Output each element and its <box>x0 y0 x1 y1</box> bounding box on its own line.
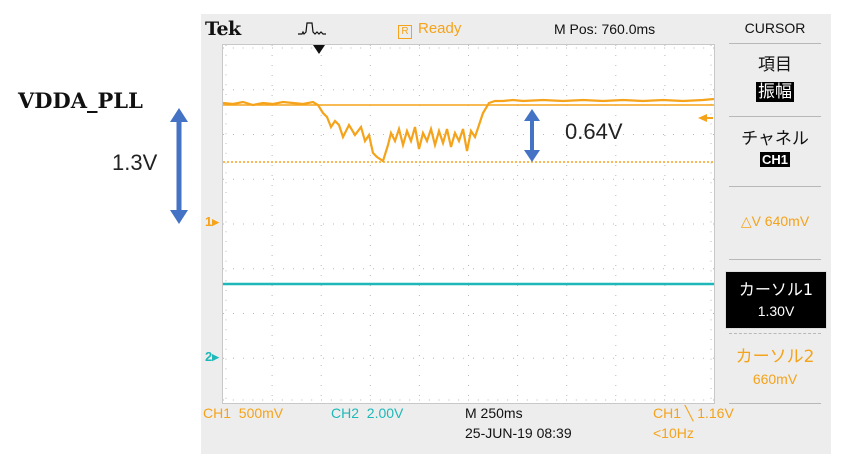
cursor-channel-label: チャネル <box>741 129 809 149</box>
divider <box>729 43 821 44</box>
cursor-type-value: 振幅 <box>756 82 794 102</box>
divider <box>729 403 821 404</box>
trigger-frequency: <10Hz <box>653 425 694 441</box>
cursor1-label: カーソル1 <box>738 280 814 299</box>
cursor1-value: 1.30V <box>757 303 795 319</box>
divider <box>729 259 821 260</box>
horizontal-position: M Pos: 760.0ms <box>554 21 656 37</box>
status-bar: Tek R Ready M Pos: 760.0ms <box>201 14 831 44</box>
status-footer: CH1 500mV CH2 2.00V M 250ms 25-JUN-19 08… <box>201 402 831 454</box>
cursor1-button[interactable]: カーソル1 1.30V <box>725 271 827 329</box>
cursor2-value: 660mV <box>752 371 798 387</box>
cursor-type-button[interactable]: 項目 振幅 <box>719 48 831 106</box>
cursor-menu: CURSOR 項目 振幅 チャネル CH1 △V 640mV カーソル1 1.3… <box>719 14 831 454</box>
cursor2-label: カーソル2 <box>735 347 815 367</box>
waveform-plot <box>223 45 714 403</box>
divider <box>729 333 821 335</box>
signal-name-label: VDDA_PLL <box>18 88 143 113</box>
datetime: 25-JUN-19 08:39 <box>465 425 572 441</box>
oscilloscope-display: Tek R Ready M Pos: 760.0ms <box>201 14 831 454</box>
ready-icon: R <box>398 25 412 39</box>
divider <box>729 186 821 187</box>
cursor-type-label: 項目 <box>758 55 792 75</box>
timebase: M 250ms <box>465 405 523 421</box>
supply-arrow-icon <box>170 108 188 224</box>
trigger-pulse-icon <box>298 22 326 36</box>
menu-title: CURSOR <box>744 20 806 36</box>
trigger-setting: CH1 ╲ 1.16V <box>653 405 734 421</box>
graticule: 0.64V <box>222 44 715 404</box>
cursor-channel-value: CH1 <box>759 152 790 167</box>
acquisition-status: R Ready <box>398 20 461 39</box>
divider <box>729 116 821 117</box>
brand-logo: Tek <box>205 18 241 40</box>
cursor-channel-button[interactable]: チャネル CH1 <box>719 124 831 184</box>
ch2-ground-marker: 2▸ <box>205 349 219 364</box>
ch1-scale: CH1 500mV <box>203 405 284 421</box>
ch1-ground-marker: 1▸ <box>205 214 219 229</box>
supply-voltage-label: 1.3V <box>112 150 158 175</box>
delta-readout: △V 640mV <box>740 213 810 229</box>
drop-voltage-label: 0.64V <box>565 119 623 144</box>
ch2-scale: CH2 2.00V <box>331 405 404 421</box>
cursor2-button[interactable]: カーソル2 660mV <box>719 342 831 398</box>
